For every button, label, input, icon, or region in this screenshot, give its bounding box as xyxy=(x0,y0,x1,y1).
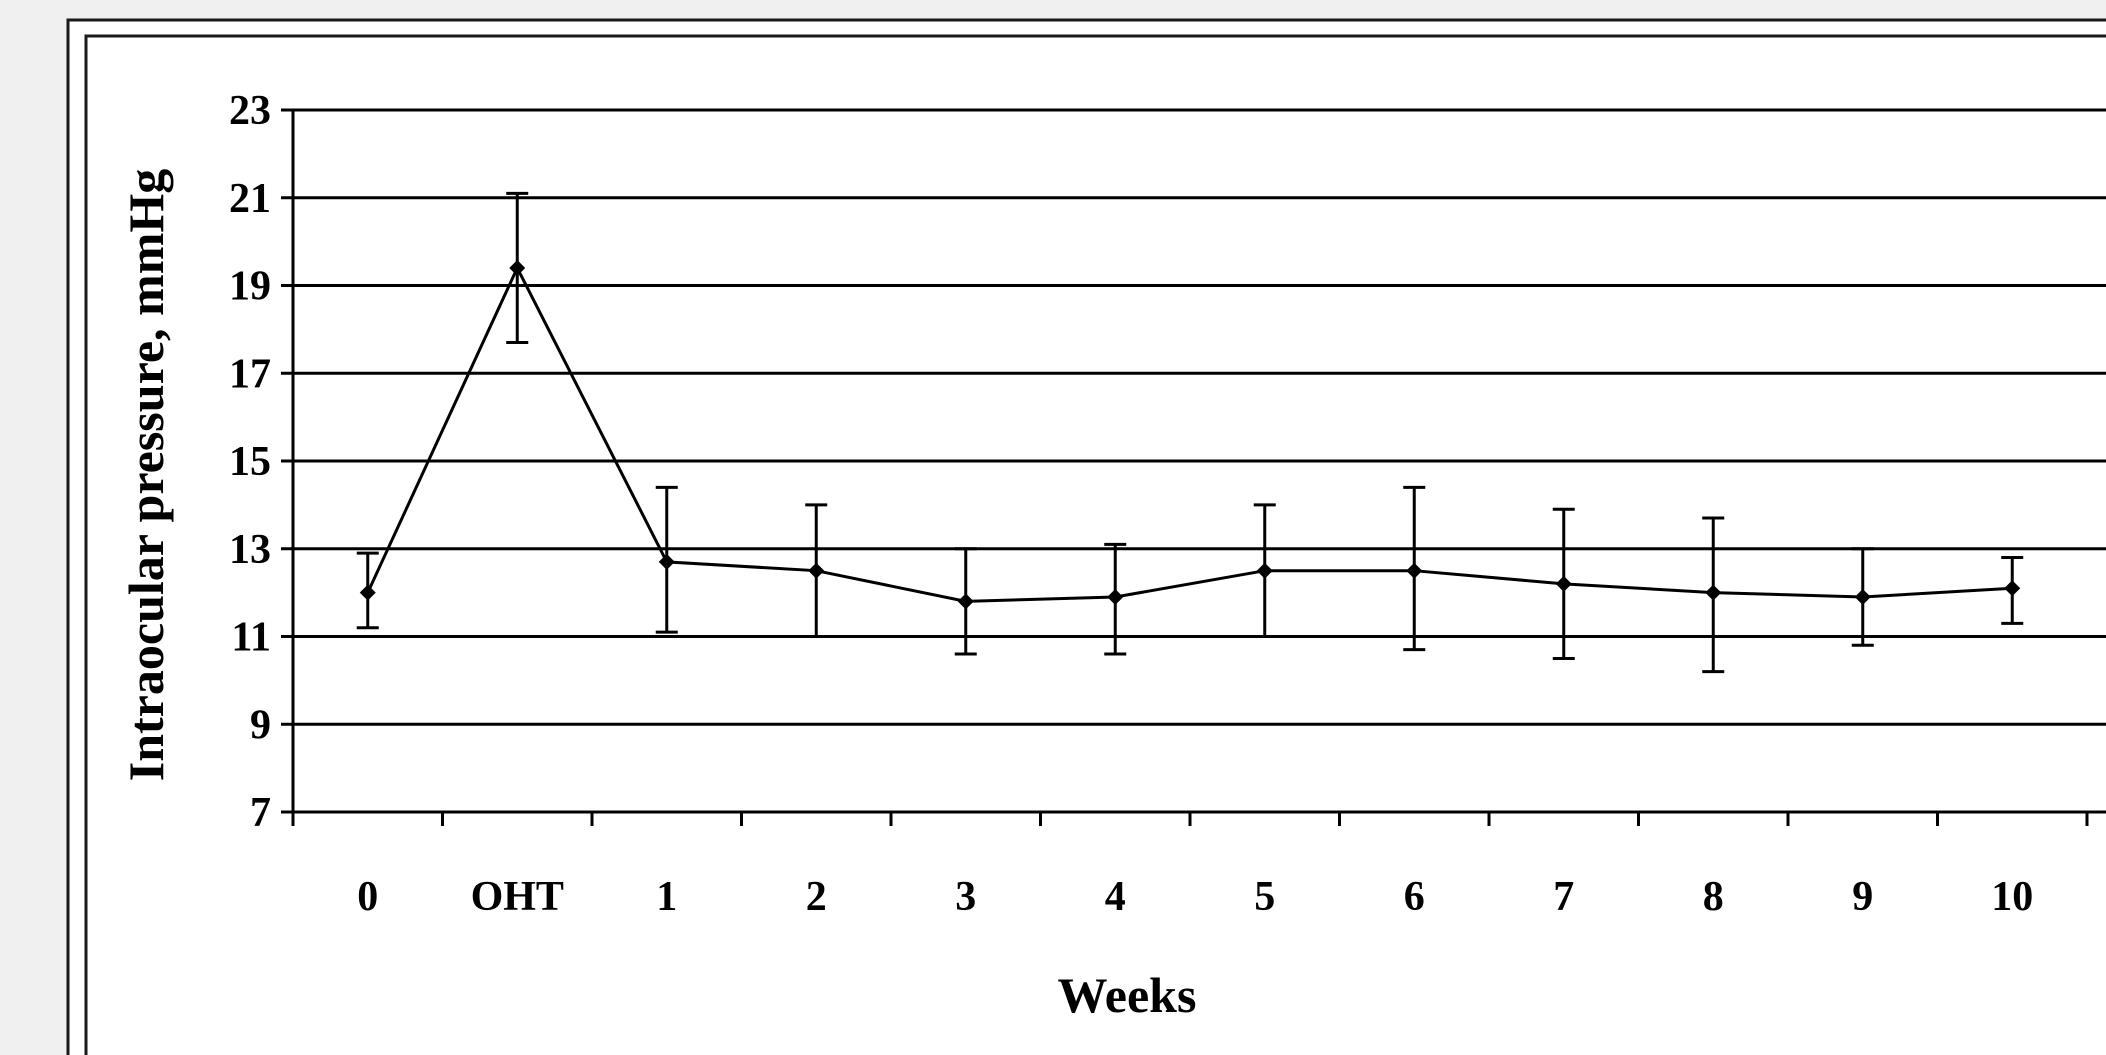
y-tick-label-15: 15 xyxy=(229,439,271,485)
outer-frame xyxy=(66,18,2106,1055)
x-tick-label-OHT: OHT xyxy=(471,874,564,920)
x-tick-label-7: 7 xyxy=(1553,874,1574,920)
x-tick-label-1: 1 xyxy=(656,874,677,920)
data-point-4 xyxy=(1107,589,1124,606)
series-line-0 xyxy=(366,264,2013,603)
y-tick-label-11: 11 xyxy=(231,615,271,661)
data-point-9 xyxy=(1854,589,1871,606)
y-tick-label-13: 13 xyxy=(229,527,271,573)
y-tick-label-19: 19 xyxy=(229,264,271,310)
series-group xyxy=(356,191,2024,674)
y-tick-label-17: 17 xyxy=(229,351,271,397)
y-axis-title: Intraocular pressure, mmHg xyxy=(118,169,174,781)
inner-frame xyxy=(84,34,2106,1055)
x-tick-label-9: 9 xyxy=(1852,874,1873,920)
data-point-5 xyxy=(1256,562,1273,579)
y-tick-label-7: 7 xyxy=(250,790,271,836)
data-point-1 xyxy=(658,553,675,570)
x-axis-title: Weeks xyxy=(1058,967,1197,1023)
data-point-0 xyxy=(359,584,376,601)
x-tick-label-10: 10 xyxy=(1991,874,2033,920)
x-tick-label-6: 6 xyxy=(1404,874,1425,920)
data-point-10 xyxy=(2004,580,2021,597)
gridlines xyxy=(293,108,2106,726)
x-tick-labels: 0 OHT 1 2 3 4 5 6 7 8 9 10 xyxy=(357,874,2033,920)
y-tick-label-23: 23 xyxy=(229,88,271,134)
data-point-6 xyxy=(1406,562,1423,579)
x-tick-label-8: 8 xyxy=(1703,874,1724,920)
x-tick-label-3: 3 xyxy=(955,874,976,920)
x-tick-label-0: 0 xyxy=(357,874,378,920)
data-point-2 xyxy=(808,562,825,579)
x-tick-label-4: 4 xyxy=(1105,874,1126,920)
axes xyxy=(281,108,2106,826)
x-tick-label-5: 5 xyxy=(1254,874,1275,920)
data-point-7 xyxy=(1555,575,1572,592)
data-point-3 xyxy=(957,593,974,610)
data-point-8 xyxy=(1705,584,1722,601)
y-tick-label-21: 21 xyxy=(229,176,271,222)
data-point-OHT xyxy=(509,259,526,276)
y-tick-label-9: 9 xyxy=(250,702,271,748)
y-tick-labels: 7 9 11 13 15 17 19 21 23 xyxy=(229,88,271,836)
x-tick-label-2: 2 xyxy=(806,874,827,920)
